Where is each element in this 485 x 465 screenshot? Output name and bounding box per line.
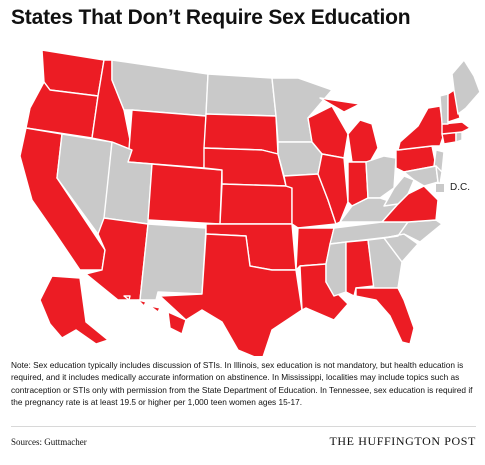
state-ms <box>325 241 347 297</box>
state-wy <box>127 109 207 169</box>
map-title: States That Don’t Require Sex Education <box>11 6 411 29</box>
us-states-map <box>0 38 485 356</box>
us-map-svg <box>19 49 481 356</box>
state-nm <box>139 223 207 301</box>
dc-label: D.C. <box>450 182 470 193</box>
map-note: Note: Sex education typically includes d… <box>11 360 473 407</box>
state-va <box>381 185 439 223</box>
dc-swatch <box>436 183 444 192</box>
state-co <box>147 163 223 225</box>
publisher-logo: THE HUFFINGTON POST <box>329 434 476 448</box>
state-ny <box>397 105 445 151</box>
state-hi <box>123 295 187 335</box>
state-wa <box>41 49 105 97</box>
state-fl <box>355 287 415 345</box>
legend-dc: D.C. <box>436 182 470 193</box>
state-tx <box>159 233 303 356</box>
state-mt <box>111 59 209 117</box>
state-nh <box>447 89 461 123</box>
state-ks <box>219 183 293 225</box>
state-me <box>451 59 481 115</box>
state-ak <box>39 275 109 345</box>
state-ri <box>455 131 463 143</box>
state-wv <box>383 175 415 207</box>
state-ma <box>441 121 471 135</box>
state-nd <box>205 73 277 117</box>
state-vt <box>439 93 449 125</box>
source-credit: Sources: Guttmacher <box>11 437 87 447</box>
state-il <box>317 153 349 225</box>
state-md <box>403 165 439 187</box>
divider <box>11 426 476 427</box>
